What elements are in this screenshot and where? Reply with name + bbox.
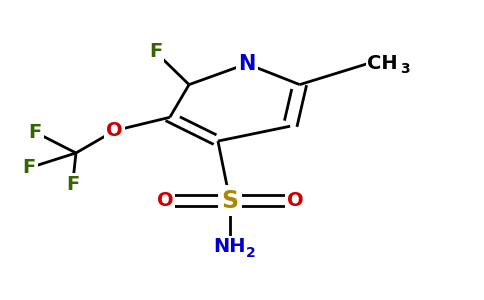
Text: NH: NH	[214, 237, 246, 256]
Text: F: F	[66, 175, 79, 194]
Text: CH: CH	[367, 54, 398, 73]
Text: F: F	[23, 158, 36, 177]
Text: N: N	[238, 54, 256, 74]
Text: F: F	[29, 123, 42, 142]
Text: O: O	[287, 191, 303, 210]
Text: 3: 3	[400, 62, 409, 76]
Text: O: O	[106, 121, 123, 140]
Text: O: O	[157, 191, 173, 210]
Text: S: S	[221, 188, 239, 212]
Text: F: F	[149, 42, 162, 62]
Text: 2: 2	[246, 245, 256, 260]
